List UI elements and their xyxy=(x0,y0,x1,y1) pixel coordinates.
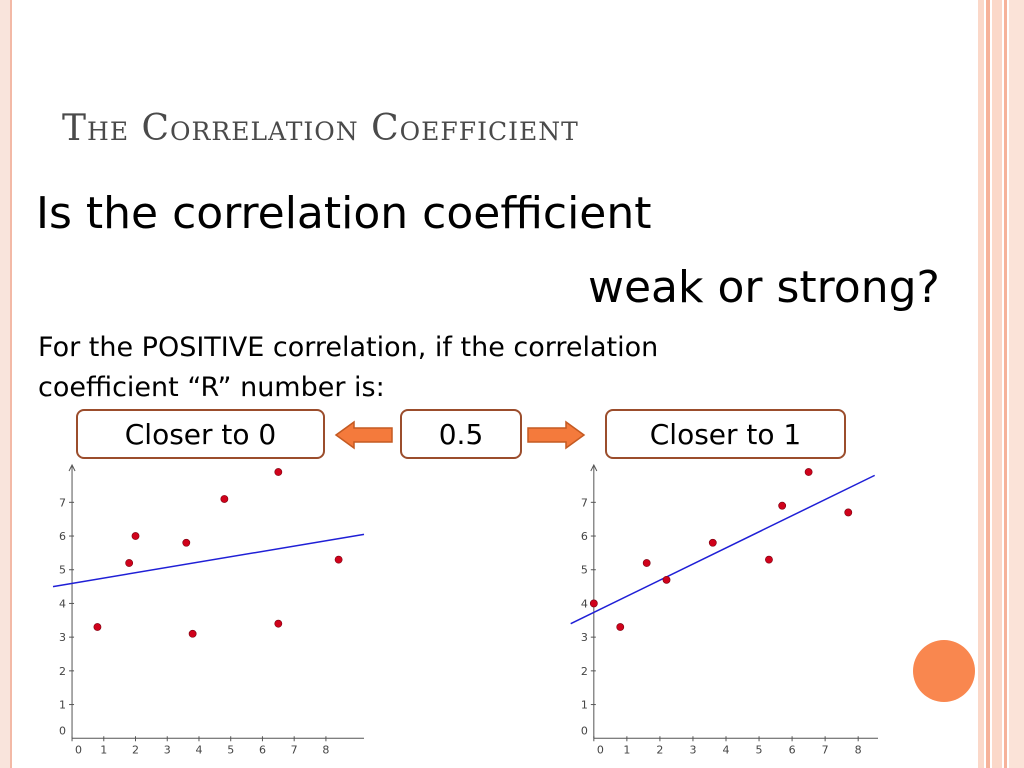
left-arrow-icon xyxy=(334,420,393,450)
data-point xyxy=(188,629,197,638)
data-point xyxy=(844,508,853,517)
closer-to-one-box: Closer to 1 xyxy=(605,409,846,459)
closer-to-zero-label: Closer to 0 xyxy=(124,417,277,451)
x-tick-label: 2 xyxy=(656,743,663,756)
y-tick-label: 5 xyxy=(581,564,588,577)
right-decorative-stripes xyxy=(978,0,1024,768)
x-tick-label: 8 xyxy=(322,743,329,756)
midpoint-box: 0.5 xyxy=(400,409,522,459)
data-point xyxy=(220,495,229,503)
y-tick-label: 2 xyxy=(59,665,66,678)
body-line-2: coefficient “R” number is: xyxy=(38,372,385,403)
y-tick-label: 6 xyxy=(59,530,66,543)
data-point xyxy=(708,538,717,547)
decorative-orange-circle xyxy=(913,640,975,702)
data-point xyxy=(274,468,283,476)
y-axis-arrow-icon xyxy=(590,463,598,472)
data-point xyxy=(182,538,191,547)
strong-correlation-scatter-plot: 0 1 2 3 4 5 6 7 8 0 1 2 3 4 5 6 7 xyxy=(570,463,878,756)
trend-line xyxy=(570,474,876,625)
data-point xyxy=(642,559,651,567)
y-tick-label: 3 xyxy=(59,631,66,644)
y-tick-label: 5 xyxy=(59,564,66,577)
closer-to-zero-box: Closer to 0 xyxy=(76,409,325,459)
x-tick-label: 8 xyxy=(855,743,862,756)
data-point xyxy=(804,468,813,476)
data-point xyxy=(616,623,625,631)
data-point xyxy=(93,623,102,631)
data-point xyxy=(274,619,283,628)
slide-title: The Correlation Coefficient xyxy=(62,108,579,149)
data-point xyxy=(778,501,787,510)
data-point xyxy=(334,555,343,564)
x-tick-label: 7 xyxy=(822,743,829,756)
body-text: For the POSITIVE correlation, if the cor… xyxy=(38,328,658,408)
y-tick-label: 4 xyxy=(59,597,66,610)
body-line-1: For the POSITIVE correlation, if the cor… xyxy=(38,332,659,363)
trend-line xyxy=(52,533,365,588)
x-tick-label: 6 xyxy=(259,743,266,756)
y-tick-label: 7 xyxy=(581,496,588,509)
y-tick-label: 0 xyxy=(581,724,588,737)
data-point xyxy=(125,559,134,567)
x-tick-label: 2 xyxy=(132,743,139,756)
x-tick-label: 6 xyxy=(789,743,796,756)
x-tick-label: 3 xyxy=(164,743,171,756)
x-tick-label: 0 xyxy=(597,743,604,756)
y-tick-label: 1 xyxy=(581,699,588,712)
closer-to-one-label: Closer to 1 xyxy=(649,417,802,451)
y-tick-label: 4 xyxy=(581,597,588,610)
x-tick-label: 1 xyxy=(100,743,107,756)
y-axis-arrow-icon xyxy=(68,463,76,472)
x-tick-label: 0 xyxy=(75,743,82,756)
data-point xyxy=(131,532,140,540)
right-arrow-icon xyxy=(527,420,586,450)
x-tick-label: 1 xyxy=(623,743,630,756)
question-line-2: weak or strong? xyxy=(588,262,940,313)
y-tick-label: 3 xyxy=(581,631,588,644)
x-tick-label: 7 xyxy=(291,743,298,756)
y-tick-label: 0 xyxy=(59,724,66,737)
weak-correlation-scatter-plot: 0 1 2 3 4 5 6 7 8 0 1 2 3 4 5 6 7 xyxy=(52,463,365,756)
y-tick-label: 6 xyxy=(581,530,588,543)
midpoint-label: 0.5 xyxy=(438,417,484,451)
y-tick-label: 1 xyxy=(59,699,66,712)
y-tick-label: 2 xyxy=(581,665,588,678)
x-tick-label: 3 xyxy=(689,743,696,756)
y-tick-label: 7 xyxy=(59,496,66,509)
x-tick-label: 5 xyxy=(227,743,234,756)
x-tick-label: 4 xyxy=(723,743,730,756)
x-tick-label: 4 xyxy=(195,743,202,756)
data-point xyxy=(662,575,671,584)
question-line-1: Is the correlation coefficient xyxy=(36,188,652,239)
left-frame-border xyxy=(0,0,12,768)
data-point xyxy=(589,599,598,608)
x-tick-label: 5 xyxy=(756,743,763,756)
data-point xyxy=(765,555,773,564)
